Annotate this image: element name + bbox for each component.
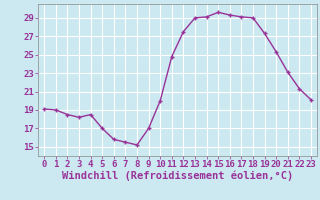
X-axis label: Windchill (Refroidissement éolien,°C): Windchill (Refroidissement éolien,°C) (62, 171, 293, 181)
